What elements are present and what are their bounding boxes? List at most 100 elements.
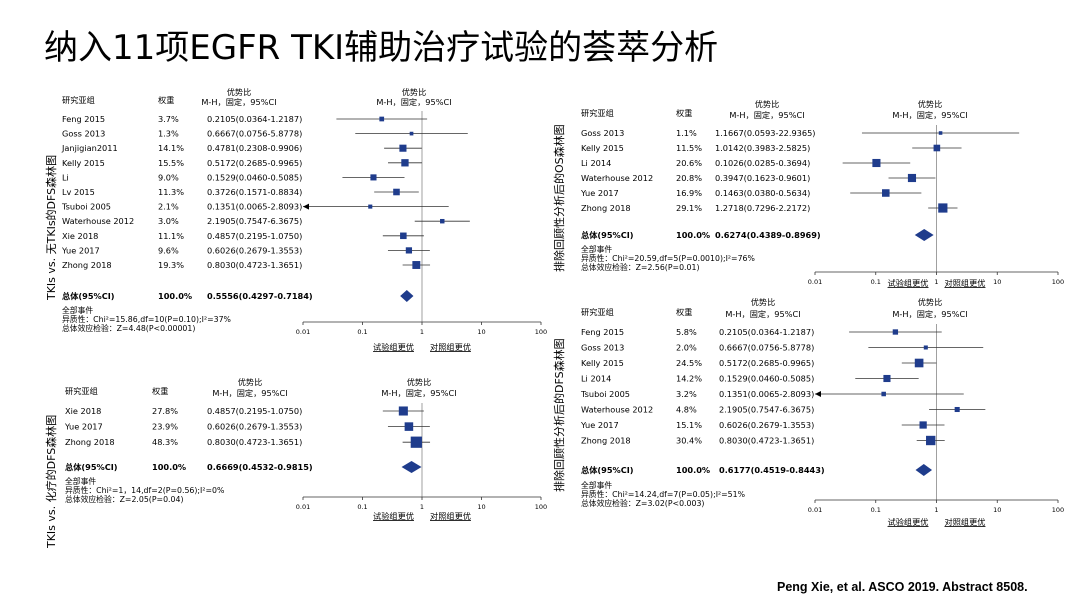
study-or-ci: 0.3947(0.1623-0.9601) — [715, 173, 810, 183]
study-point-square — [410, 436, 422, 448]
study-name: Li 2014 — [581, 374, 611, 384]
total-label: 总体(95%CI) — [62, 291, 115, 301]
column-header-or-method: M-H，固定，95%CI — [201, 97, 276, 107]
x-axis-tick-label: 0.1 — [357, 503, 367, 511]
x-axis-tick-label: 0.1 — [871, 506, 881, 514]
study-name: Yue 2017 — [580, 420, 619, 430]
x-axis-tick-label: 10 — [993, 278, 1001, 286]
study-point-square — [404, 422, 414, 431]
study-point-square — [914, 358, 924, 368]
heterogeneity-note: 全部事件 — [65, 476, 96, 486]
study-weight: 24.5% — [676, 358, 702, 368]
study-weight: 2.0% — [676, 343, 697, 353]
x-axis-tick-label: 100 — [1052, 506, 1064, 514]
forest-plot-svg: 研究亚组 权重优势比M-H，固定，95%CI优势比M-H，固定，95%CIFeng… — [61, 87, 547, 352]
study-point-square — [872, 158, 881, 168]
study-name: Janjigian2011 — [61, 143, 118, 153]
study-name: Xie 2018 — [65, 406, 101, 416]
forest-plot-svg: 研究亚组 权重优势比M-H，固定，95%CI优势比M-H，固定，95%CIFeng… — [580, 297, 1064, 527]
citation-footnote: Peng Xie, et al. ASCO 2019. Abstract 850… — [777, 580, 1028, 594]
total-label: 总体(95%CI) — [581, 465, 634, 475]
total-label: 总体(95%CI) — [65, 462, 118, 472]
study-weight: 20.6% — [676, 158, 702, 168]
study-point-square — [440, 218, 445, 224]
study-point-square — [954, 406, 960, 413]
study-or-ci: 0.3726(0.1571-0.8834) — [207, 187, 302, 197]
favours-control-label: 对照组更优 — [945, 278, 986, 288]
favours-control-label: 对照组更优 — [430, 511, 471, 521]
total-weight: 100.0% — [676, 230, 710, 240]
study-point-square — [907, 173, 917, 183]
study-weight: 11.3% — [158, 187, 184, 197]
study-point-square — [379, 116, 385, 122]
favours-treatment-label: 试验组更优 — [888, 517, 929, 527]
study-or-ci: 0.6667(0.0756-5.8778) — [719, 343, 814, 353]
study-or-ci: 0.1529(0.0460-0.5085) — [719, 374, 814, 384]
study-name: Li — [62, 172, 69, 182]
study-or-ci: 0.4857(0.2195-1.0750) — [207, 406, 302, 416]
total-weight: 100.0% — [158, 291, 192, 301]
study-point-square — [938, 131, 943, 135]
forest-plot-svg: 研究亚组 权重优势比M-H，固定，95%CI优势比M-H，固定，95%CIGoss… — [580, 99, 1064, 288]
study-or-ci: 0.1026(0.0285-0.3694) — [715, 158, 810, 168]
heterogeneity-note: 全部事件 — [581, 244, 612, 254]
study-weight: 5.8% — [676, 327, 697, 337]
column-header-weight: 权重 — [676, 307, 692, 317]
heterogeneity-note: 异质性：Chi²=1，14,df=2(P=0.56);I²=0% — [65, 485, 224, 495]
x-axis-tick-label: 1 — [420, 503, 424, 511]
total-label: 总体(95%CI) — [581, 230, 634, 240]
heterogeneity-note: 异质性：Chi²=20.59,df=5(P=0.0010);I²=76% — [581, 253, 755, 263]
study-weight: 3.0% — [158, 216, 179, 226]
heterogeneity-note: 异质性：Chi²=15.86,df=10(P=0.10);I²=37% — [62, 314, 231, 324]
study-name: Feng 2015 — [581, 327, 624, 337]
column-header-study: 研究亚组 — [65, 386, 98, 396]
column-header-or-title: 优势比 — [227, 87, 252, 97]
x-axis-tick-label: 0.01 — [296, 503, 310, 511]
forest-panel-dfs-vs-no-tki: TKIs vs. 无TKIs的DFS森林图 研究亚组 权重 优势比 M-H，固定，95… — [0, 0, 560, 370]
study-weight: 16.9% — [676, 188, 702, 198]
x-axis-tick-label: 100 — [1052, 278, 1064, 286]
study-or-ci: 1.1667(0.0593-22.9365) — [715, 128, 816, 138]
study-weight: 14.1% — [158, 143, 184, 153]
study-or-ci: 0.1463(0.0380-0.5634) — [715, 188, 810, 198]
x-axis-tick-label: 0.01 — [296, 328, 310, 336]
study-point-square — [933, 144, 941, 152]
column-header-or-title: 优势比 — [755, 99, 780, 109]
pooled-estimate-diamond — [915, 464, 933, 476]
study-weight: 23.9% — [152, 422, 178, 432]
study-name: Yue 2017 — [61, 245, 100, 255]
column-header-plot-method: M-H，固定，95%CI — [892, 309, 967, 319]
study-weight: 1.1% — [676, 128, 697, 138]
column-header-plot-method: M-H，固定，95%CI — [381, 388, 456, 398]
study-or-ci: 0.5172(0.2685-0.9965) — [207, 158, 302, 168]
study-name: Goss 2013 — [62, 129, 105, 139]
study-or-ci: 0.1351(0.0065-2.8093) — [207, 202, 302, 212]
study-point-square — [923, 345, 928, 350]
total-weight: 100.0% — [676, 465, 710, 475]
study-point-square — [398, 406, 408, 416]
study-or-ci: 0.6667(0.0756-5.8778) — [207, 129, 302, 139]
heterogeneity-note: 全部事件 — [581, 480, 612, 490]
study-weight: 20.8% — [676, 173, 702, 183]
study-name: Goss 2013 — [581, 343, 624, 353]
favours-treatment-label: 试验组更优 — [373, 342, 414, 352]
study-weight: 14.2% — [676, 374, 702, 384]
study-point-square — [400, 232, 407, 240]
study-name: Kelly 2015 — [581, 358, 624, 368]
favours-control-label: 对照组更优 — [430, 342, 471, 352]
column-header-study: 研究亚组 — [581, 307, 614, 317]
study-weight: 4.8% — [676, 405, 697, 415]
study-name: Waterhouse 2012 — [581, 173, 653, 183]
study-name: Zhong 2018 — [581, 436, 631, 446]
column-header-or-title: 优势比 — [751, 297, 776, 307]
study-point-square — [370, 174, 377, 181]
study-point-square — [882, 189, 890, 197]
study-point-square — [938, 203, 948, 213]
study-or-ci: 0.6026(0.2679-1.3553) — [719, 420, 814, 430]
study-point-square — [405, 247, 413, 254]
study-point-square — [892, 329, 899, 335]
total-weight: 100.0% — [152, 462, 186, 472]
study-point-square — [368, 204, 373, 209]
study-name: Kelly 2015 — [581, 143, 624, 153]
study-weight: 19.3% — [158, 260, 184, 270]
